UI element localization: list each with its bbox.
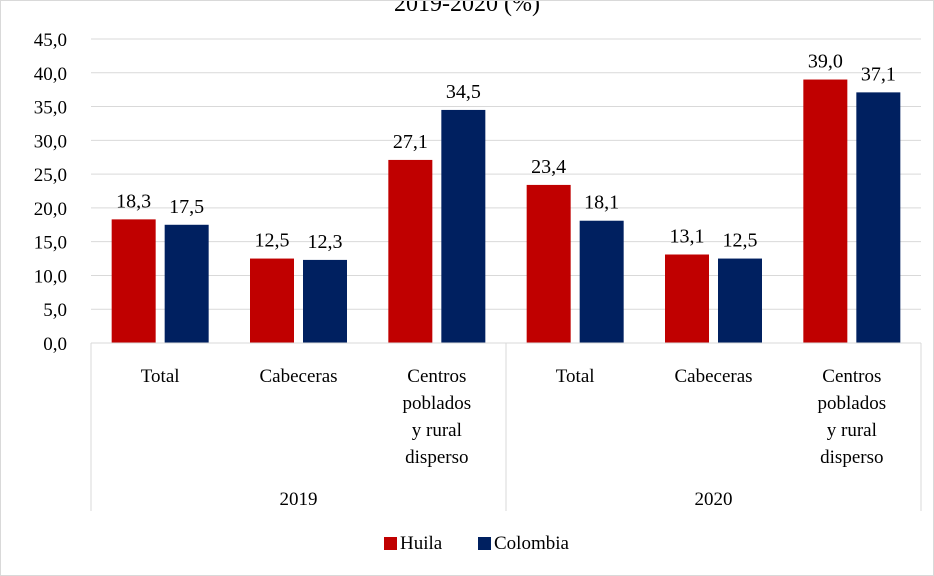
y-tick-label: 45,0 (34, 30, 67, 51)
bar-colombia (164, 224, 209, 343)
data-label: 12,5 (723, 230, 758, 252)
bar-colombia (856, 92, 901, 343)
chart-title: 2019-2020 (%) (394, 1, 540, 17)
bar-huila (111, 219, 156, 343)
x-category-label: disperso (820, 447, 883, 468)
data-label: 17,5 (169, 196, 204, 218)
y-tick-label: 0,0 (43, 334, 67, 355)
x-category-label: y rural (827, 420, 877, 441)
bar-colombia (303, 259, 347, 343)
x-category-label: Centros (407, 366, 466, 387)
x-category-label: y rural (412, 420, 462, 441)
y-tick-label: 5,0 (43, 300, 67, 321)
x-group-label: 2020 (695, 489, 733, 510)
bar-huila (388, 159, 433, 343)
data-label: 37,1 (861, 63, 896, 85)
y-tick-label: 35,0 (34, 98, 67, 119)
y-tick-label: 10,0 (34, 266, 67, 287)
data-label: 12,3 (308, 231, 343, 253)
x-category-label: poblados (818, 393, 887, 414)
data-label: 23,4 (531, 156, 566, 178)
x-category-label: Cabeceras (674, 366, 752, 387)
y-tick-label: 30,0 (34, 131, 67, 152)
data-label: 39,0 (808, 51, 843, 73)
data-label: 34,5 (446, 81, 481, 103)
y-tick-label: 20,0 (34, 199, 67, 220)
y-tick-label: 15,0 (34, 233, 67, 254)
bar-huila (803, 79, 848, 344)
legend-swatch-colombia (478, 537, 491, 550)
data-label: 12,5 (255, 230, 290, 252)
x-category-label: disperso (405, 447, 468, 468)
x-category-label: Cabeceras (259, 366, 337, 387)
bar-colombia (718, 258, 762, 343)
x-category-label: Centros (822, 366, 881, 387)
data-label: 27,1 (393, 131, 428, 153)
bar-colombia (441, 109, 486, 343)
bar-huila (526, 184, 571, 343)
x-category-label: poblados (403, 393, 472, 414)
data-label: 18,3 (116, 190, 151, 212)
legend-label-colombia: Colombia (494, 533, 570, 554)
y-tick-label: 25,0 (34, 165, 67, 186)
data-label: 18,1 (584, 192, 619, 214)
x-category-label: Total (141, 366, 180, 387)
x-group-label: 2019 (280, 489, 318, 510)
bar-huila (250, 258, 294, 343)
x-category-label: Total (556, 366, 595, 387)
y-tick-label: 40,0 (34, 64, 67, 85)
bar-huila (665, 254, 709, 343)
legend-label-huila: Huila (400, 533, 443, 554)
legend-swatch-huila (384, 537, 397, 550)
bar-colombia (579, 220, 624, 343)
data-label: 13,1 (670, 226, 705, 248)
